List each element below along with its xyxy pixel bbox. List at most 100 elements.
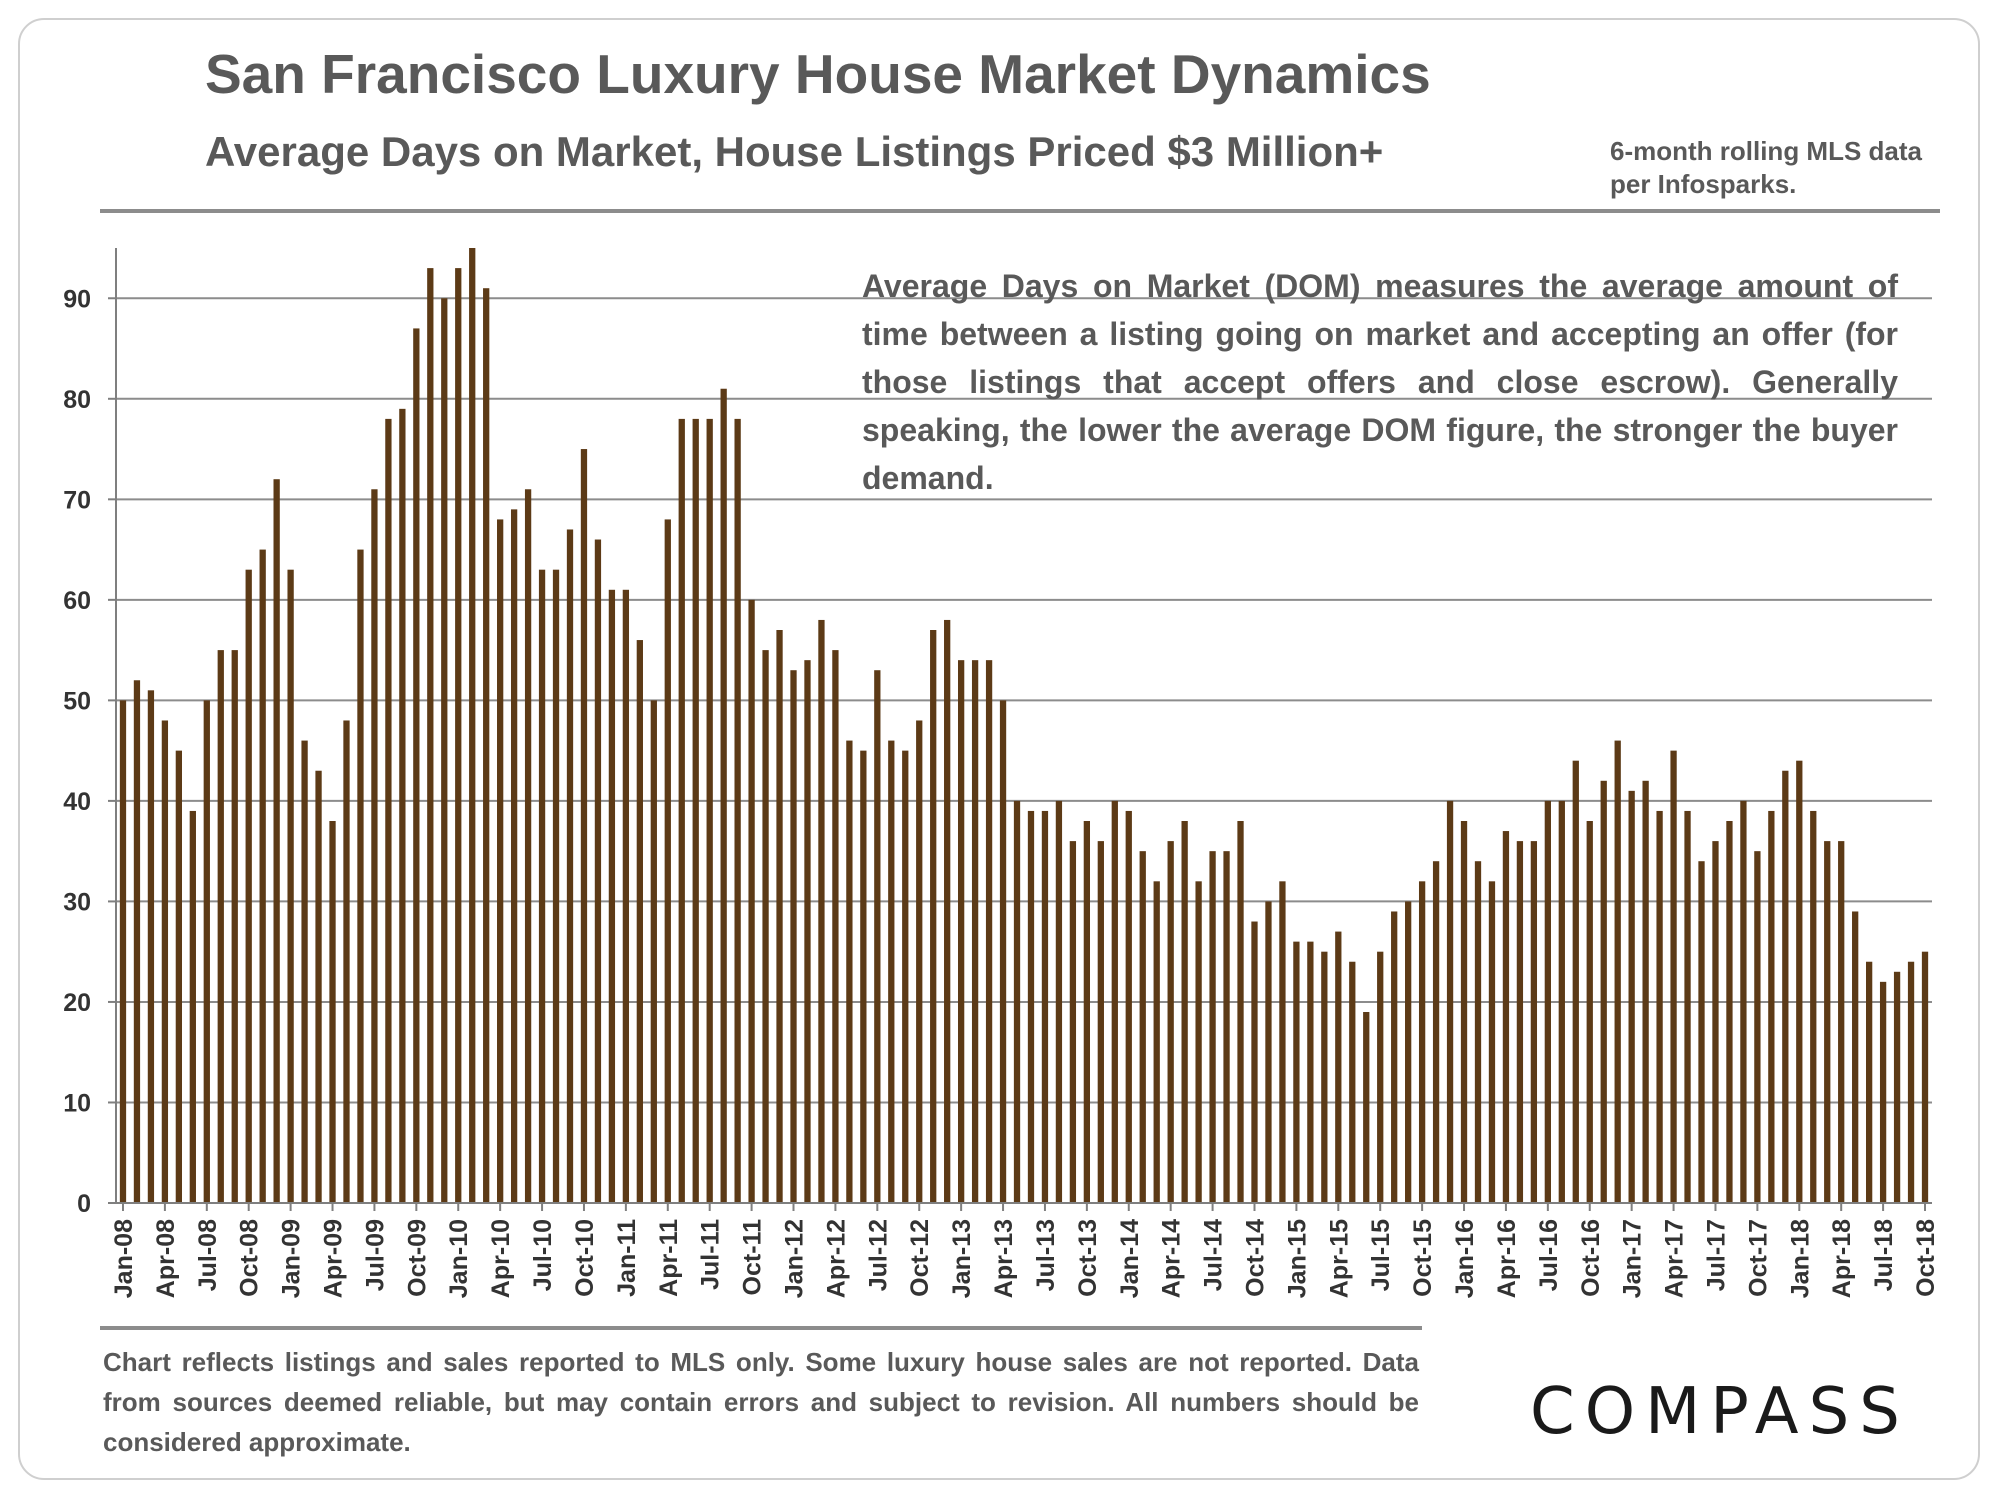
bar bbox=[1921, 951, 1929, 1203]
bar bbox=[608, 589, 616, 1203]
x-tick-label: Jul-10 bbox=[529, 1219, 557, 1291]
x-tick-label: Jan-18 bbox=[1786, 1219, 1814, 1298]
x-axis-ticks: Jan-08 Apr-08 Jul-08 Oct-08 Jan-09 Apr-09 Jul-… bbox=[110, 1219, 1940, 1298]
bar bbox=[510, 509, 518, 1203]
bar bbox=[580, 449, 588, 1204]
x-tick-label: Apr-13 bbox=[990, 1219, 1018, 1298]
bar bbox=[1530, 841, 1538, 1203]
bar bbox=[1041, 810, 1049, 1203]
x-tick-label: Jul-18 bbox=[1870, 1219, 1898, 1291]
bar bbox=[1139, 851, 1146, 1203]
x-tick-label: Oct-16 bbox=[1577, 1219, 1605, 1297]
bar bbox=[385, 418, 392, 1203]
bar bbox=[1391, 911, 1398, 1203]
bar bbox=[1111, 800, 1118, 1203]
bar bbox=[538, 569, 546, 1203]
bar bbox=[147, 690, 155, 1203]
x-tick-label: Jan-15 bbox=[1283, 1219, 1311, 1298]
bar bbox=[1810, 810, 1817, 1203]
bar bbox=[1838, 841, 1845, 1203]
bar bbox=[790, 670, 797, 1203]
bar bbox=[371, 489, 378, 1203]
y-tick-label: 20 bbox=[63, 989, 91, 1017]
bar bbox=[622, 589, 630, 1203]
bar bbox=[1055, 800, 1063, 1203]
bar bbox=[469, 248, 476, 1203]
bar bbox=[1558, 800, 1565, 1203]
bar bbox=[1069, 841, 1077, 1203]
x-tick-label: Jan-11 bbox=[613, 1219, 641, 1297]
bar bbox=[1460, 821, 1468, 1203]
bar bbox=[1893, 971, 1901, 1203]
bar bbox=[1879, 981, 1887, 1203]
bar bbox=[692, 418, 699, 1203]
bar bbox=[1446, 800, 1454, 1203]
bar bbox=[1614, 740, 1621, 1203]
footer-disclaimer: Chart reflects listings and sales report… bbox=[103, 1347, 1419, 1457]
bars bbox=[119, 248, 1929, 1204]
x-tick-label: Oct-09 bbox=[403, 1219, 431, 1297]
bar bbox=[1516, 841, 1524, 1203]
bar bbox=[1852, 911, 1859, 1203]
x-tick-label: Jul-12 bbox=[864, 1219, 892, 1291]
y-tick-label: 50 bbox=[63, 687, 91, 715]
header-divider bbox=[100, 209, 1940, 213]
y-tick-label: 60 bbox=[63, 587, 91, 615]
bar bbox=[245, 569, 252, 1203]
bar bbox=[524, 489, 532, 1203]
bar bbox=[273, 479, 280, 1203]
bar bbox=[1865, 961, 1873, 1203]
x-tick-label: Apr-09 bbox=[320, 1219, 348, 1298]
bar bbox=[1279, 881, 1286, 1203]
bar bbox=[1698, 861, 1705, 1203]
x-tick-label: Apr-15 bbox=[1325, 1219, 1353, 1298]
bar bbox=[1670, 750, 1677, 1203]
bar bbox=[916, 720, 923, 1203]
bar bbox=[175, 750, 183, 1203]
x-tick-label: Oct-17 bbox=[1744, 1219, 1772, 1297]
x-tick-label: Oct-14 bbox=[1241, 1219, 1269, 1297]
y-tick-label: 30 bbox=[63, 888, 91, 916]
bar bbox=[1335, 931, 1342, 1203]
bar bbox=[874, 670, 881, 1203]
bar bbox=[399, 408, 406, 1203]
bar bbox=[1726, 821, 1733, 1203]
bar bbox=[1321, 951, 1328, 1203]
x-tick-label: Oct-13 bbox=[1074, 1219, 1102, 1297]
x-tick-label: Oct-12 bbox=[906, 1219, 934, 1297]
bar bbox=[1572, 760, 1579, 1203]
bar bbox=[650, 700, 657, 1203]
bar bbox=[1209, 851, 1216, 1203]
bar bbox=[594, 539, 602, 1203]
source-note: 6-month rolling MLS data per Infosparks. bbox=[1610, 136, 1922, 199]
bar bbox=[1502, 831, 1510, 1203]
dom-explanation-note: Average Days on Market (DOM) measures th… bbox=[862, 268, 1898, 496]
bar bbox=[259, 549, 266, 1203]
x-tick-label: Apr-16 bbox=[1493, 1219, 1521, 1298]
x-tick-label: Oct-10 bbox=[571, 1219, 599, 1297]
bar bbox=[1377, 951, 1384, 1203]
bar bbox=[483, 288, 490, 1203]
bar bbox=[1432, 861, 1440, 1203]
bar bbox=[1265, 901, 1272, 1203]
bar bbox=[888, 740, 895, 1203]
x-tick-label: Jul-17 bbox=[1702, 1219, 1730, 1291]
compass-logo: COMPASS bbox=[1530, 1375, 1910, 1449]
bar bbox=[455, 268, 462, 1204]
x-tick-label: Apr-14 bbox=[1158, 1219, 1186, 1298]
bar bbox=[1768, 810, 1775, 1203]
x-tick-label: Jan-08 bbox=[110, 1219, 138, 1298]
x-tick-label: Jan-09 bbox=[278, 1219, 306, 1298]
bar bbox=[1656, 810, 1663, 1203]
x-tick-label: Jul-15 bbox=[1367, 1219, 1395, 1291]
bar bbox=[1782, 770, 1789, 1203]
bar bbox=[776, 630, 783, 1203]
y-tick-label: 40 bbox=[63, 788, 91, 816]
bar bbox=[1293, 941, 1300, 1203]
y-tick-label: 0 bbox=[77, 1190, 91, 1218]
x-tick-label: Jan-10 bbox=[445, 1219, 473, 1298]
x-tick-label: Jan-14 bbox=[1116, 1219, 1144, 1298]
bar bbox=[1153, 881, 1160, 1203]
bar bbox=[497, 519, 504, 1203]
bar bbox=[1712, 841, 1719, 1203]
